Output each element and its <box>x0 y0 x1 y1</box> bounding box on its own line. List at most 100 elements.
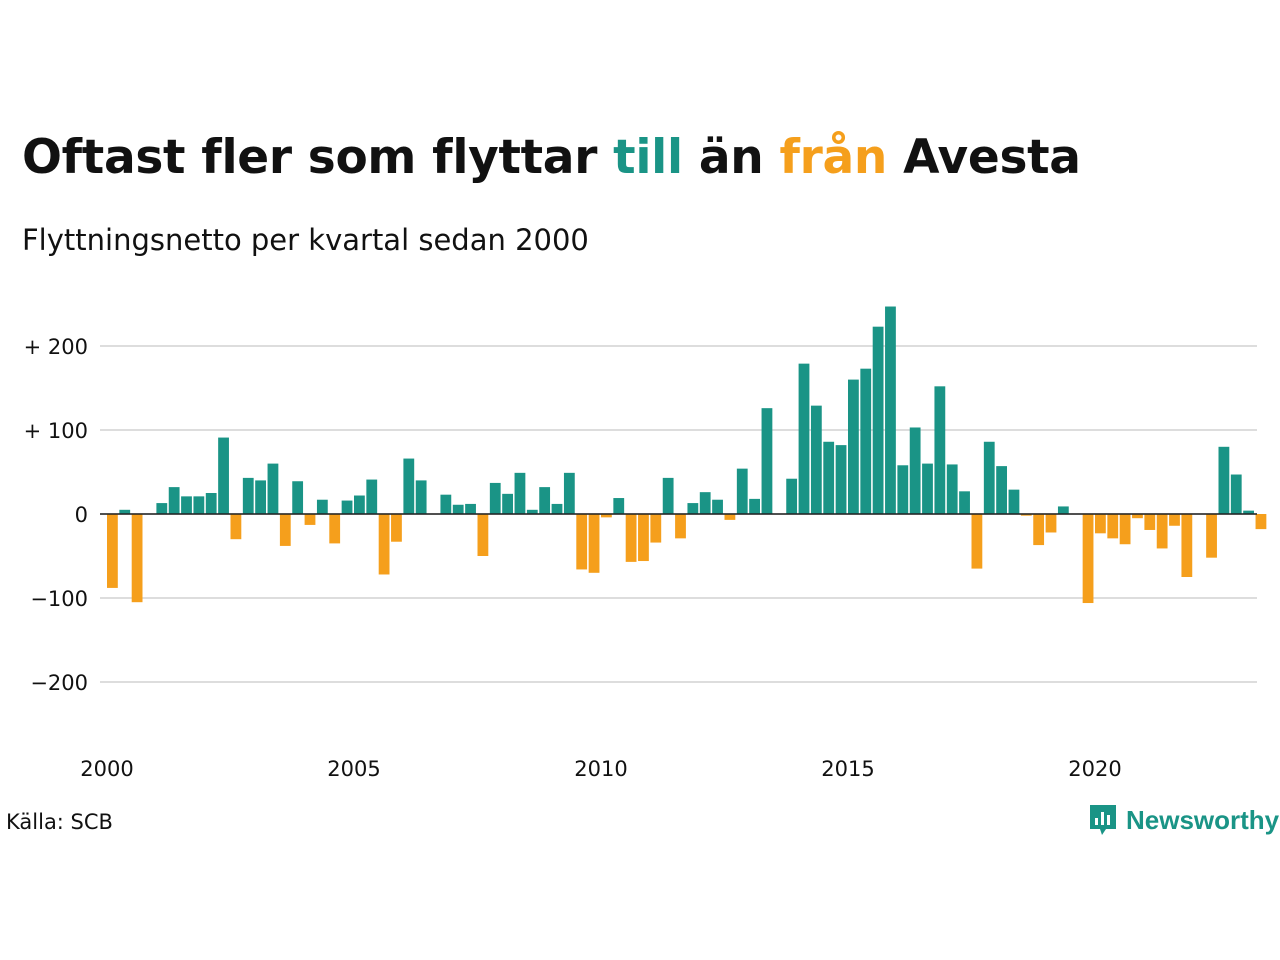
bar <box>687 503 699 514</box>
y-tick-label: 0 <box>75 503 88 527</box>
y-tick-label: + 200 <box>24 335 88 359</box>
bar <box>218 437 229 514</box>
bar <box>749 498 760 514</box>
bar <box>181 496 192 514</box>
bar <box>761 408 773 514</box>
bar <box>329 514 341 544</box>
bar <box>440 494 452 514</box>
bar <box>724 514 736 520</box>
bar <box>798 363 810 514</box>
bar <box>650 514 662 543</box>
y-tick-label: −100 <box>30 587 88 611</box>
bar <box>514 472 526 514</box>
title-part-3: Avesta <box>887 130 1081 185</box>
bar <box>872 326 884 514</box>
bar <box>403 458 415 514</box>
bar <box>316 499 328 514</box>
bar <box>662 477 674 514</box>
bar <box>946 464 958 514</box>
bar <box>354 495 365 514</box>
bar <box>675 514 686 539</box>
bar <box>1243 510 1254 514</box>
bar <box>1156 514 1168 549</box>
chart-subtitle: Flyttningsnetto per kvartal sedan 2000 <box>22 223 589 257</box>
bar <box>526 509 538 514</box>
bar <box>712 499 723 514</box>
bar <box>971 514 983 569</box>
newsworthy-logo-icon <box>1090 805 1116 835</box>
bars <box>107 306 1267 604</box>
bar <box>1181 514 1193 577</box>
x-tick-label: 2015 <box>821 757 874 781</box>
bar <box>601 514 612 518</box>
bar <box>638 514 649 562</box>
bar <box>959 491 970 514</box>
x-tick-label: 2020 <box>1068 757 1121 781</box>
bar <box>1033 514 1045 546</box>
title-highlight-till: till <box>613 130 683 185</box>
bar <box>885 306 896 514</box>
bar <box>983 441 995 514</box>
y-axis-labels: + 200 + 100 0 −100 −200 <box>24 335 88 695</box>
bar <box>625 514 637 562</box>
bar <box>168 487 180 514</box>
x-tick-label: 2010 <box>574 757 627 781</box>
x-tick-label: 2005 <box>327 757 380 781</box>
bar <box>255 480 266 514</box>
bar <box>736 468 748 514</box>
bar <box>267 463 279 514</box>
bar <box>1008 489 1020 514</box>
bar <box>452 504 464 514</box>
source-label: Källa: SCB <box>6 810 113 834</box>
bar <box>934 386 946 514</box>
bar <box>205 493 217 514</box>
bar <box>1095 514 1106 534</box>
bar <box>1230 474 1242 514</box>
bar <box>1057 506 1069 514</box>
title-highlight-fran: från <box>779 130 888 185</box>
bar <box>1020 514 1032 516</box>
bar <box>489 482 501 514</box>
y-tick-label: + 100 <box>24 419 88 443</box>
bar <box>1132 514 1143 519</box>
bar <box>897 465 909 514</box>
bar <box>848 379 859 514</box>
bar <box>1206 514 1217 558</box>
bar <box>823 441 835 514</box>
title-part-1: Oftast fler som flyttar <box>22 130 614 185</box>
bar <box>539 487 551 514</box>
bar <box>415 480 427 514</box>
bar <box>279 514 291 546</box>
bar <box>551 503 563 514</box>
chart-title: Oftast fler som flyttar till än från Ave… <box>22 130 1081 185</box>
bar <box>810 405 822 514</box>
bar <box>119 509 131 514</box>
bar <box>909 427 921 514</box>
bar <box>563 472 575 514</box>
x-axis-labels: 2000 2005 2010 2015 2020 <box>80 757 1121 781</box>
bar <box>1045 514 1057 533</box>
y-tick-label: −200 <box>30 671 88 695</box>
bar <box>1144 514 1156 530</box>
bar <box>996 466 1007 514</box>
bar <box>230 514 242 540</box>
bar <box>502 493 513 514</box>
bar <box>1255 514 1267 530</box>
bar <box>1119 514 1131 545</box>
bar <box>699 492 711 514</box>
bar <box>477 514 489 556</box>
bar <box>922 463 933 514</box>
bar <box>786 478 798 514</box>
bar-chart: + 200 + 100 0 −100 −200 2000 2005 2010 2015 2020 <box>24 306 1267 781</box>
bar <box>378 514 390 575</box>
bar <box>156 503 168 514</box>
bar <box>1107 514 1119 539</box>
bar <box>835 445 847 514</box>
bar <box>860 368 872 514</box>
bar <box>193 496 205 514</box>
bar <box>292 481 304 514</box>
bar <box>366 479 378 514</box>
title-part-2: än <box>682 130 780 185</box>
bar <box>1218 446 1230 514</box>
bar <box>588 514 600 573</box>
